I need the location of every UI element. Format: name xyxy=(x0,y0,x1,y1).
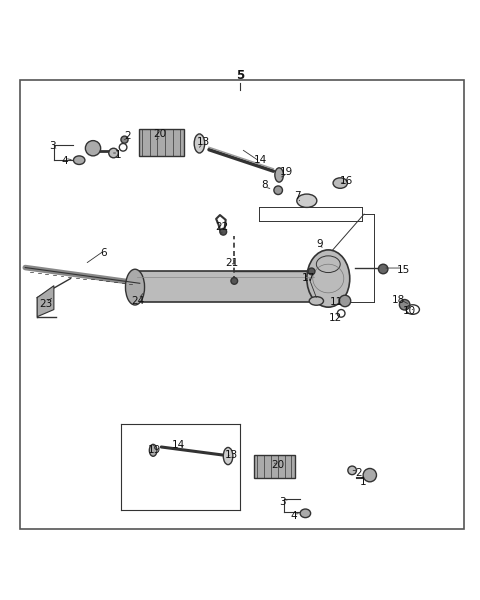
Text: 19: 19 xyxy=(280,167,293,177)
Circle shape xyxy=(220,229,227,235)
Ellipse shape xyxy=(121,136,128,143)
Circle shape xyxy=(339,295,351,307)
Bar xyxy=(135,271,316,302)
Text: 9: 9 xyxy=(317,239,324,248)
Ellipse shape xyxy=(333,178,348,188)
Ellipse shape xyxy=(300,509,311,518)
Circle shape xyxy=(109,148,118,158)
Text: 13: 13 xyxy=(225,450,238,460)
Text: 23: 23 xyxy=(39,299,52,309)
Text: 5: 5 xyxy=(236,69,244,82)
Ellipse shape xyxy=(125,269,144,305)
Text: 18: 18 xyxy=(392,295,405,305)
Text: 21: 21 xyxy=(225,258,238,268)
Ellipse shape xyxy=(307,250,350,307)
Polygon shape xyxy=(37,286,54,317)
Text: 15: 15 xyxy=(396,265,410,275)
Text: 1: 1 xyxy=(115,151,121,160)
Circle shape xyxy=(378,264,388,274)
Text: 4: 4 xyxy=(61,155,68,166)
Ellipse shape xyxy=(223,448,233,464)
Text: 24: 24 xyxy=(132,296,145,306)
Text: 8: 8 xyxy=(262,181,268,190)
Text: 2: 2 xyxy=(124,131,131,141)
Circle shape xyxy=(337,310,345,317)
Text: 13: 13 xyxy=(197,137,210,146)
Circle shape xyxy=(119,143,127,151)
Circle shape xyxy=(363,469,376,482)
Text: 20: 20 xyxy=(154,130,167,139)
Circle shape xyxy=(231,278,238,284)
Ellipse shape xyxy=(149,445,157,456)
Circle shape xyxy=(348,466,357,475)
Text: 14: 14 xyxy=(253,155,267,165)
Ellipse shape xyxy=(297,194,317,208)
Ellipse shape xyxy=(274,186,282,194)
Circle shape xyxy=(308,268,315,275)
Text: 16: 16 xyxy=(339,176,353,185)
Ellipse shape xyxy=(275,168,283,182)
Ellipse shape xyxy=(399,299,410,310)
Text: 19: 19 xyxy=(147,445,161,455)
Text: 17: 17 xyxy=(301,272,315,283)
Ellipse shape xyxy=(309,296,324,305)
Bar xyxy=(254,455,295,478)
Text: 10: 10 xyxy=(403,306,416,316)
Bar xyxy=(139,130,184,155)
Text: 4: 4 xyxy=(290,511,297,521)
Text: 6: 6 xyxy=(101,248,108,258)
Text: 11: 11 xyxy=(330,298,344,307)
Ellipse shape xyxy=(194,134,204,153)
Text: 7: 7 xyxy=(294,191,300,202)
Text: 12: 12 xyxy=(329,313,342,323)
Text: 22: 22 xyxy=(215,223,228,232)
Text: 3: 3 xyxy=(49,142,56,151)
Text: 2: 2 xyxy=(355,468,361,478)
Circle shape xyxy=(85,140,101,156)
Text: 3: 3 xyxy=(280,497,286,507)
Text: 14: 14 xyxy=(172,440,186,449)
Text: 1: 1 xyxy=(360,477,366,487)
Ellipse shape xyxy=(73,156,85,164)
Text: 20: 20 xyxy=(272,460,285,470)
